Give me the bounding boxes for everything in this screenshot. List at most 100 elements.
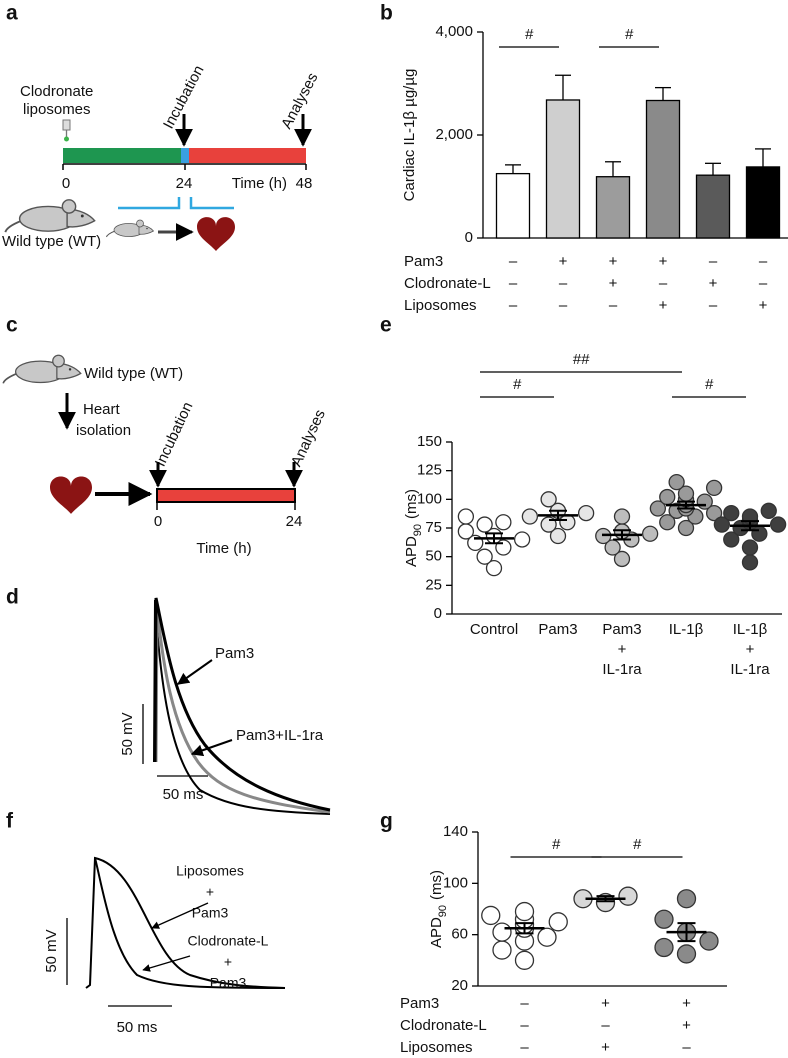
time-axis-label: Time (h) — [196, 540, 251, 557]
trace — [153, 599, 331, 815]
injection-label: Clodronate — [20, 83, 93, 100]
data-point — [659, 488, 676, 506]
data-point — [492, 940, 512, 960]
condition-sign: – — [659, 275, 668, 292]
trace-label: Pam3 — [210, 975, 247, 991]
y-label-main: Cardiac IL-1β µg/µg — [401, 69, 418, 202]
step-label: isolation — [76, 422, 131, 439]
bar — [695, 174, 731, 239]
data-point — [476, 516, 493, 533]
x-tick-label: IL-1β — [733, 621, 768, 638]
y-label-sub: 90 — [412, 524, 424, 536]
trace-label: Pam3 — [192, 905, 229, 921]
data-point — [549, 527, 567, 545]
timeline-segment — [156, 488, 296, 503]
data-point — [713, 516, 731, 533]
condition-sign: – — [559, 275, 568, 292]
x-tick-label: IL-1ra — [730, 661, 770, 678]
y-tick-label: 140 — [443, 823, 468, 840]
trace-label: Pam3+IL-1ra — [236, 727, 324, 744]
significance-label: # — [705, 376, 714, 393]
trace — [94, 857, 286, 989]
data-point — [769, 516, 787, 533]
panel-label: e — [380, 314, 392, 337]
data-point — [705, 479, 723, 497]
data-point — [741, 554, 759, 571]
data-point — [613, 550, 631, 568]
data-point — [760, 502, 777, 519]
bar — [595, 176, 631, 239]
significance-label: # — [552, 836, 561, 853]
y-label-unit: (ms) — [403, 489, 420, 519]
y-tick-label: 50 — [425, 548, 442, 565]
bracket — [118, 197, 234, 210]
bar — [545, 99, 581, 239]
x-tick-label: Pam3 — [538, 621, 577, 638]
condition-label: Pam3 — [400, 995, 439, 1012]
condition-sign: – — [520, 1039, 529, 1056]
timeline-segment — [189, 148, 306, 163]
panel-label: d — [6, 586, 19, 609]
data-point — [676, 889, 697, 909]
step-label: Heart — [83, 401, 121, 418]
x-tick-label: IL-1β — [669, 621, 704, 638]
condition-sign: – — [520, 1017, 529, 1034]
scale-label: 50 mV — [119, 712, 136, 755]
data-point — [676, 944, 697, 964]
y-label-unit: (ms) — [428, 870, 445, 900]
data-point — [705, 504, 723, 522]
trace — [85, 856, 286, 989]
timeline-segment — [63, 148, 181, 163]
time-label: 0 — [62, 175, 70, 192]
arrow — [177, 659, 213, 685]
y-tick-label: 100 — [443, 874, 468, 891]
data-point — [699, 931, 719, 951]
scale-label: 50 ms — [163, 786, 204, 803]
y-axis-label: APD90 (ms) — [403, 489, 424, 567]
condition-sign: + — [601, 1039, 610, 1056]
condition-sign: + — [659, 297, 668, 314]
condition-sign: + — [682, 995, 691, 1012]
significance-label: # — [513, 376, 522, 393]
condition-sign: + — [601, 995, 610, 1012]
data-point — [548, 912, 568, 932]
time-label: 48 — [296, 175, 313, 192]
y-tick-label: 25 — [425, 576, 442, 593]
data-point — [659, 514, 676, 531]
condition-sign: – — [601, 1017, 610, 1034]
y-tick-label: 20 — [451, 977, 468, 994]
significance-label: # — [525, 26, 534, 43]
timeline-ticks — [156, 502, 296, 510]
y-tick-label: 100 — [417, 490, 442, 507]
condition-sign: – — [520, 995, 529, 1012]
syringe — [62, 119, 71, 142]
injection-label: liposomes — [23, 101, 91, 118]
timeline-segment — [181, 148, 189, 163]
trace — [154, 607, 331, 814]
data-point — [723, 531, 740, 548]
heart-icon — [197, 217, 235, 251]
time-label: 0 — [154, 513, 162, 530]
x-tick-label: Control — [470, 621, 518, 638]
data-point — [741, 539, 759, 556]
time-axis-label: Time (h) — [232, 175, 287, 192]
time-label: 24 — [176, 175, 193, 192]
condition-sign: – — [682, 1039, 691, 1056]
y-tick-label: 4,000 — [435, 23, 473, 40]
panel-label: f — [6, 810, 14, 833]
x-tick-label: IL-1ra — [602, 661, 642, 678]
data-point — [513, 531, 531, 548]
data-point — [618, 886, 638, 906]
incubation-label: Incubation — [152, 399, 197, 469]
data-point — [495, 514, 512, 531]
y-axis-label: APD90 (ms) — [428, 870, 449, 948]
condition-label: Liposomes — [400, 1039, 473, 1056]
condition-label: Pam3 — [404, 253, 443, 270]
data-point — [668, 473, 685, 491]
significance-label: # — [625, 26, 634, 43]
data-point — [604, 539, 621, 556]
data-point — [492, 922, 512, 942]
arrow — [190, 739, 233, 757]
